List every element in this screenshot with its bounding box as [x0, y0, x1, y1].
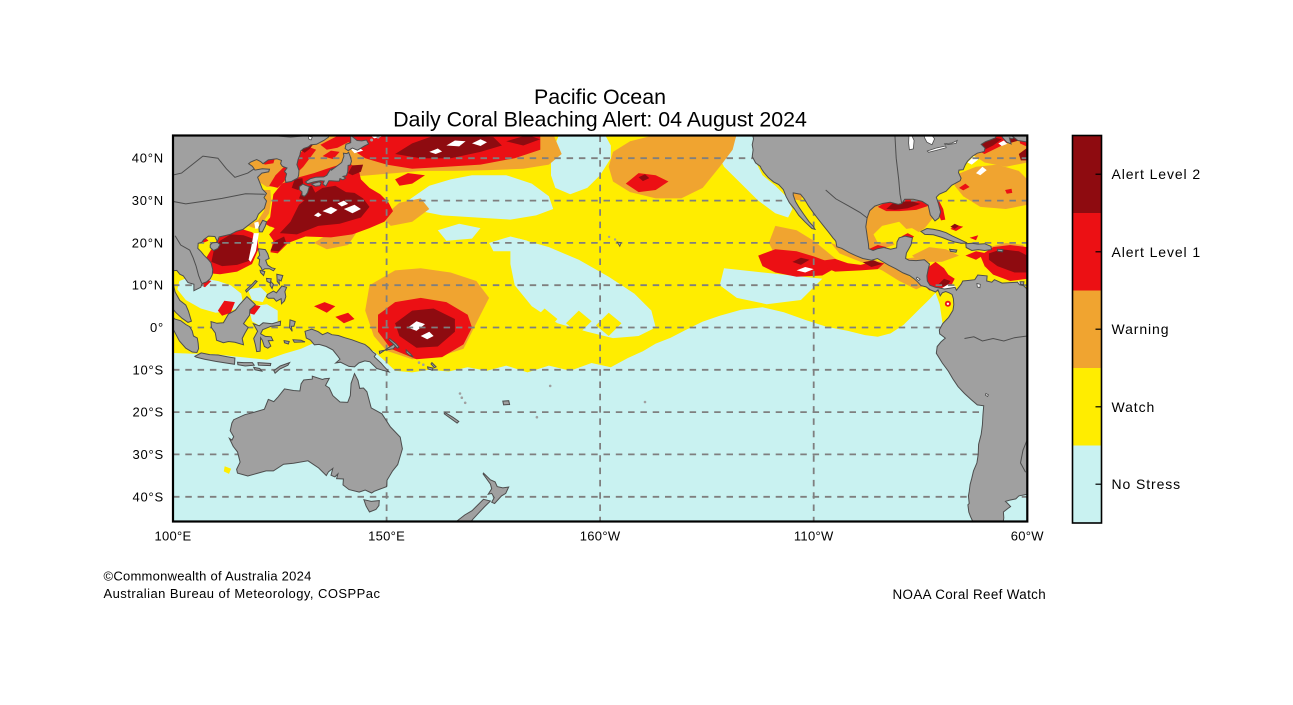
svg-text:30°S: 30°S [132, 447, 164, 462]
svg-text:20°S: 20°S [132, 405, 164, 420]
svg-text:No Stress: No Stress [1112, 476, 1182, 492]
svg-text:40°N: 40°N [132, 151, 164, 166]
svg-text:10°N: 10°N [132, 278, 164, 293]
svg-text:60°W: 60°W [1011, 529, 1045, 544]
svg-text:Watch: Watch [1112, 399, 1156, 415]
svg-text:Daily Coral Bleaching Alert: 0: Daily Coral Bleaching Alert: 04 August 2… [393, 107, 807, 131]
svg-text:NOAA Coral Reef Watch: NOAA Coral Reef Watch [893, 587, 1046, 602]
svg-text:150°E: 150°E [368, 529, 405, 544]
svg-text:30°N: 30°N [132, 193, 164, 208]
svg-text:40°S: 40°S [132, 489, 164, 504]
svg-text:©Commonwealth of Australia 202: ©Commonwealth of Australia 2024 [104, 569, 312, 584]
svg-text:20°N: 20°N [132, 235, 164, 250]
svg-text:110°W: 110°W [794, 529, 834, 544]
svg-text:10°S: 10°S [132, 362, 164, 377]
svg-text:0°: 0° [150, 320, 164, 335]
svg-text:Pacific Ocean: Pacific Ocean [534, 85, 666, 109]
svg-text:100°E: 100°E [154, 529, 191, 544]
svg-text:Alert Level 1: Alert Level 1 [1112, 244, 1202, 260]
svg-text:Australian Bureau of Meteorolo: Australian Bureau of Meteorology, COSPPa… [104, 586, 381, 601]
svg-text:Warning: Warning [1112, 321, 1170, 337]
svg-text:160°W: 160°W [580, 529, 621, 544]
svg-text:Alert Level 2: Alert Level 2 [1112, 166, 1202, 182]
